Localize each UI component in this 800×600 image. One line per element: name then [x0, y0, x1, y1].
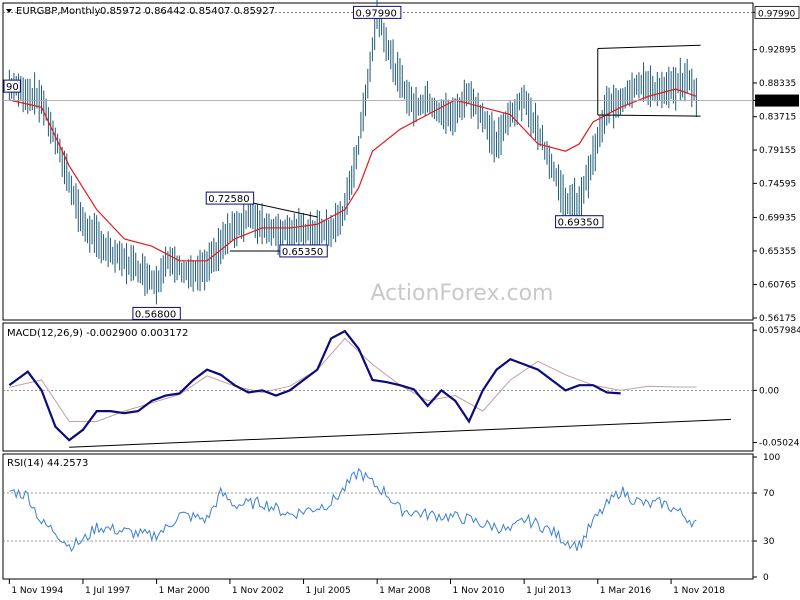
annotation-box — [352, 5, 402, 19]
annotation-label: 0.65350 — [282, 247, 323, 258]
price-tick-label: 0.97990 — [758, 9, 795, 19]
x-tick-label: 1 Jul 2013 — [526, 586, 571, 596]
rsi-line — [9, 468, 697, 553]
annotation-label: 0.97990 — [355, 8, 396, 19]
annotation-box — [279, 244, 328, 258]
price-tick-label: 0.83715 — [759, 113, 796, 123]
price-tick-label: 0.60765 — [759, 280, 796, 290]
rsi-tick-label: 70 — [763, 489, 775, 499]
annotation-label: 90 — [6, 82, 19, 93]
price-panel — [2, 2, 754, 321]
x-tick-label: 1 Jul 1997 — [85, 586, 130, 596]
rsi-tick-label: 0 — [763, 573, 769, 583]
price-tick-label: 0.79155 — [759, 146, 796, 156]
x-tick-label: 1 Jul 2005 — [306, 586, 351, 596]
watermark: ActionForex.com — [371, 281, 554, 306]
price-tick-label: 0.65355 — [759, 247, 796, 257]
price-tick-label: 0.74595 — [759, 179, 796, 189]
price-tick-label: 0.85927 — [758, 98, 795, 108]
x-tick-label: 1 Nov 2010 — [453, 586, 505, 596]
x-tick-label: 1 Mar 2008 — [379, 586, 431, 596]
current-price-tag — [755, 94, 799, 107]
moving-average-line — [9, 88, 697, 262]
ohlc-label: 0.85972 0.86442 0.85407 0.85927 — [100, 6, 275, 17]
macd-panel — [2, 322, 754, 452]
macd-tick-label: 0.057984 — [759, 326, 800, 336]
annotation-label: 0.72580 — [208, 194, 249, 205]
x-tick-label: 1 Mar 2000 — [159, 586, 211, 596]
high-price-tag — [754, 5, 800, 19]
price-tick-label: 0.88335 — [759, 79, 796, 89]
annotation-box — [132, 306, 181, 320]
channel-lower-line — [597, 114, 701, 117]
price-tick-label: 0.56175 — [759, 314, 796, 324]
price-tick-label: 0.92895 — [759, 46, 796, 56]
macd-line — [8, 329, 621, 442]
rsi-tick-label: 100 — [763, 453, 780, 463]
dropdown-arrow-icon[interactable] — [6, 9, 12, 13]
rsi-tick-label: 30 — [763, 537, 775, 547]
x-tick-label: 1 Nov 2002 — [232, 586, 284, 596]
x-axis: 1 Nov 1994 1 Jul 1997 1 Mar 2000 1 Nov 2002… — [8, 579, 725, 596]
macd-trendline — [69, 418, 731, 448]
annotation-box — [3, 79, 21, 93]
price-layer: 0.97990 0.56800 0.72580 0.65350 0.69350 90 0.9… — [3, 0, 800, 324]
macd-title: MACD(12,26,9) -0.002900 0.003172 — [7, 328, 188, 339]
annotation-box — [205, 191, 255, 205]
channel-upper-line — [597, 44, 701, 49]
annotation-box — [555, 215, 604, 229]
symbol-label: EURGBP,Monthly — [16, 6, 101, 17]
x-tick-label: 1 Nov 2018 — [673, 586, 725, 596]
x-tick-label: 1 Nov 1994 — [11, 586, 63, 596]
rsi-panel — [2, 453, 754, 580]
x-tick-label: 1 Mar 2016 — [600, 586, 652, 596]
annotation-label: 0.56800 — [135, 309, 176, 320]
price-tick-label: 0.69935 — [759, 213, 796, 223]
annotation-label: 0.69350 — [558, 218, 599, 229]
rsi-title: RSI(14) 44.2573 — [7, 458, 88, 469]
rsi-layer: 100 70 30 0 — [3, 453, 780, 583]
macd-tick-label: 0.00 — [759, 386, 779, 396]
